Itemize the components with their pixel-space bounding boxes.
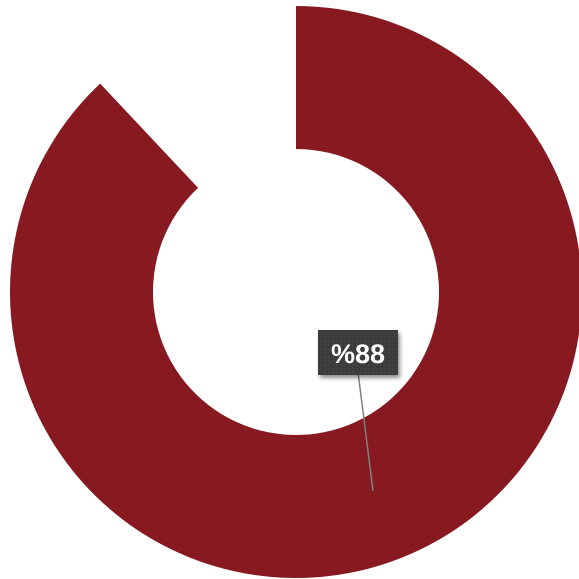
donut-slice-1 <box>100 6 296 188</box>
data-label: %88 <box>318 330 398 375</box>
leader-line <box>357 371 374 492</box>
data-label-text: %88 <box>331 339 385 369</box>
donut-slice-0 <box>10 6 579 578</box>
data-label-box <box>318 330 398 375</box>
donut-slices <box>10 6 579 578</box>
